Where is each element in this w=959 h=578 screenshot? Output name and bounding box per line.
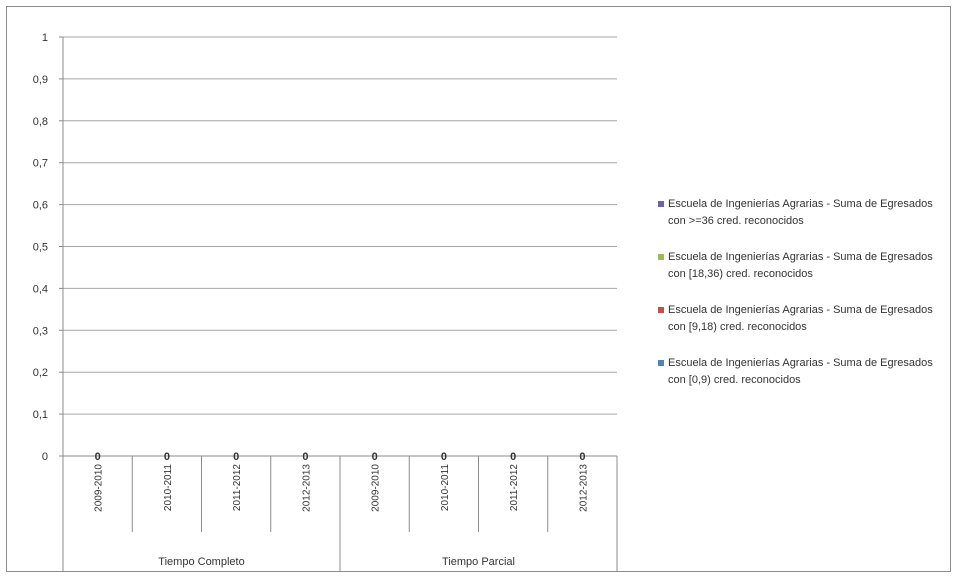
legend: Escuela de Ingenierías Agrarias - Suma d… [658,196,943,408]
y-axis-ticks: 0 0,1 0,2 0,3 0,4 0,5 0,6 0,7 0,8 0,9 1 [33,32,48,463]
y-tick-label: 0,3 [33,325,48,337]
y-tick-label: 0,4 [33,283,48,295]
y-tick-label: 0 [42,451,48,463]
x-tick-label: 2010-2011 [440,464,451,512]
data-label: 0 [164,451,170,463]
legend-label: Escuela de Ingenierías Agrarias - Suma d… [668,198,933,227]
y-tick-label: 1 [42,32,48,44]
legend-swatch [658,307,664,313]
data-label: 0 [233,451,239,463]
legend-label: Escuela de Ingenierías Agrarias - Suma d… [668,357,933,386]
x-axis-ticks: Tiempo Completo Tiempo Parcial 2009-2010 20… [94,464,590,568]
x-tick-label: 2009-2010 [94,464,105,512]
legend-swatch [658,201,664,207]
data-label: 0 [441,451,447,463]
y-tick-label: 0,5 [33,242,48,254]
x-tick-label: 2010-2011 [163,464,174,512]
legend-item: Escuela de Ingenierías Agrarias - Suma d… [658,302,943,336]
y-tick-label: 0,2 [33,367,48,379]
y-tick-label: 0,9 [33,74,48,86]
legend-label: Escuela de Ingenierías Agrarias - Suma d… [668,304,933,333]
x-tick-label: 2009-2010 [371,464,382,512]
y-tick-label: 0,8 [33,116,48,128]
axes [59,36,618,572]
y-tick-label: 0,7 [33,158,48,170]
x-tick-label: 2011-2012 [509,464,520,512]
data-label: 0 [579,451,585,463]
legend-item: Escuela de Ingenierías Agrarias - Suma d… [658,196,943,230]
x-tick-label: 2012-2013 [578,464,589,512]
data-label: 0 [302,451,308,463]
x-tick-label: 2012-2013 [301,464,312,512]
group-label: Tiempo Parcial [442,556,515,568]
data-label: 0 [95,451,101,463]
legend-item: Escuela de Ingenierías Agrarias - Suma d… [658,249,943,283]
data-label: 0 [372,451,378,463]
legend-item: Escuela de Ingenierías Agrarias - Suma d… [658,355,943,389]
y-tick-label: 0,6 [33,200,48,212]
data-labels: 0 0 0 0 0 0 0 0 [95,451,586,463]
gridlines [63,36,617,415]
group-label: Tiempo Completo [158,556,244,568]
x-tick-label: 2011-2012 [232,464,243,512]
data-label: 0 [510,451,516,463]
legend-label: Escuela de Ingenierías Agrarias - Suma d… [668,251,933,280]
legend-swatch [658,254,664,260]
y-tick-label: 0,1 [33,409,48,421]
legend-swatch [658,360,664,366]
